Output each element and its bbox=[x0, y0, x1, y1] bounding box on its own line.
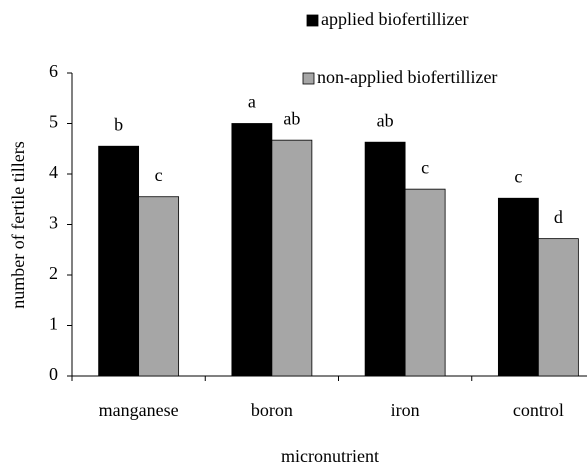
y-axis-label: number of fertile tillers bbox=[8, 141, 28, 308]
annotation: d bbox=[554, 207, 563, 227]
bar bbox=[537, 238, 579, 377]
bar bbox=[231, 123, 273, 377]
x-tick-label: control bbox=[513, 400, 564, 420]
x-tick-label: iron bbox=[391, 400, 420, 420]
bar bbox=[497, 197, 539, 377]
legend-label: non-applied biofertillizer bbox=[317, 67, 497, 87]
legend-swatch bbox=[306, 14, 319, 27]
y-tick-label: 3 bbox=[49, 213, 58, 233]
bar bbox=[271, 139, 313, 377]
bar bbox=[138, 196, 180, 377]
annotation: ab bbox=[283, 108, 300, 128]
bar bbox=[404, 188, 446, 377]
bar bbox=[98, 145, 140, 377]
annotation: c bbox=[514, 166, 522, 186]
y-tick-label: 2 bbox=[49, 263, 58, 283]
y-tick-label: 6 bbox=[49, 61, 58, 81]
y-tick-label: 1 bbox=[49, 314, 58, 334]
annotation: b bbox=[114, 114, 123, 134]
legend-swatch bbox=[302, 72, 315, 85]
y-tick-label: 4 bbox=[49, 162, 58, 182]
bar bbox=[364, 141, 406, 377]
x-tick-label: boron bbox=[251, 400, 293, 420]
annotation: ab bbox=[377, 110, 394, 130]
x-tick-label: manganese bbox=[99, 400, 179, 420]
y-tick-label: 5 bbox=[49, 112, 58, 132]
legend-label: applied biofertillizer bbox=[321, 9, 468, 29]
annotation: a bbox=[248, 92, 256, 112]
y-tick-label: 0 bbox=[49, 364, 58, 384]
annotation: c bbox=[421, 157, 429, 177]
annotation: c bbox=[155, 165, 163, 185]
x-axis-label: micronutrient bbox=[281, 446, 379, 463]
